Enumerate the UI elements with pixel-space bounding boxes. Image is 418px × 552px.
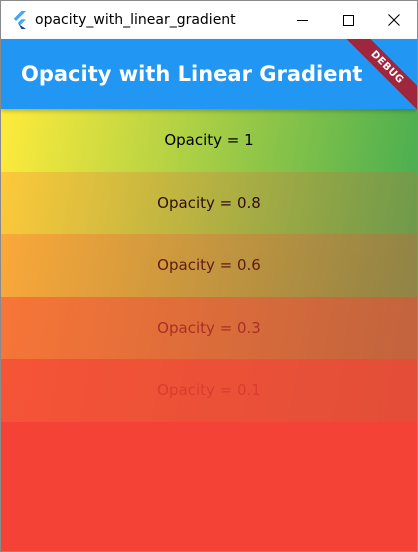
opacity-row-1: Opacity = 1 <box>1 109 417 172</box>
app-bar: Opacity with Linear Gradient <box>1 39 417 109</box>
minimize-icon <box>297 15 308 26</box>
close-button[interactable] <box>371 1 417 39</box>
opacity-row-0-1: Opacity = 0.1 <box>1 359 417 422</box>
opacity-row-0-6: Opacity = 0.6 <box>1 234 417 297</box>
opacity-label: Opacity = 0.1 <box>157 381 261 399</box>
opacity-row-0-3: Opacity = 0.3 <box>1 297 417 360</box>
title-bar[interactable]: opacity_with_linear_gradient <box>1 1 417 39</box>
window-title: opacity_with_linear_gradient <box>35 12 236 28</box>
content-area: Opacity = 1 Opacity = 0.8 Opacity = 0.6 … <box>1 109 417 551</box>
close-icon <box>388 14 400 26</box>
opacity-label: Opacity = 0.8 <box>157 194 261 212</box>
opacity-row-0-8: Opacity = 0.8 <box>1 172 417 235</box>
minimize-button[interactable] <box>279 1 325 39</box>
opacity-label: Opacity = 0.3 <box>157 319 261 337</box>
maximize-button[interactable] <box>325 1 371 39</box>
opacity-label: Opacity = 0.6 <box>157 256 261 274</box>
flutter-logo-icon <box>12 11 28 29</box>
app-bar-title: Opacity with Linear Gradient <box>21 62 362 86</box>
maximize-icon <box>343 15 354 26</box>
window-controls <box>279 1 417 39</box>
opacity-label: Opacity = 1 <box>164 131 253 149</box>
